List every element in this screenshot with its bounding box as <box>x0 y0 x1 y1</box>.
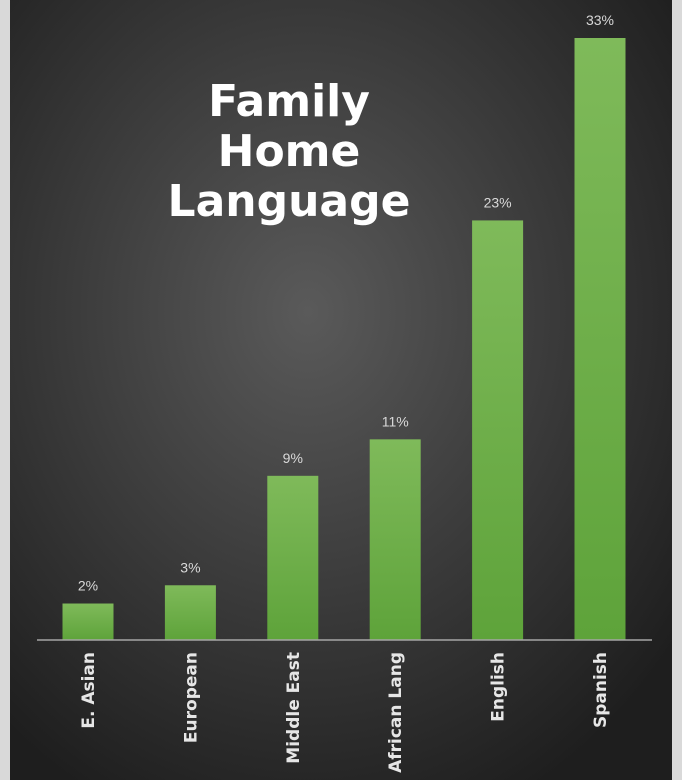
chart-frame: Family Home Language 2% 3% 9% 11% 23% 33% E. … <box>10 0 672 780</box>
bar-african-lang <box>369 439 421 640</box>
bar-spanish <box>574 38 626 640</box>
value-label-middle-east: 9% <box>283 450 303 466</box>
bar-english <box>472 220 524 640</box>
bar-series <box>62 38 626 640</box>
value-label-spanish: 33% <box>586 12 614 28</box>
bar-european <box>164 585 216 640</box>
category-label-english: English <box>489 652 509 722</box>
category-label-spanish: Spanish <box>591 652 611 728</box>
category-label-middle-east: Middle East <box>284 652 304 764</box>
category-labels: E. Asian European Middle East African Lang E… <box>79 652 611 773</box>
chart-background <box>10 0 672 780</box>
bar-e-asian <box>62 603 114 640</box>
value-label-african-lang: 11% <box>382 413 409 429</box>
value-label-european: 3% <box>180 559 200 575</box>
chart-title-line-3: Language <box>168 176 411 227</box>
chart-title: Family Home Language <box>168 76 411 227</box>
value-labels: 2% 3% 9% 11% 23% 33% <box>78 12 614 594</box>
category-label-e-asian: E. Asian <box>79 652 99 729</box>
value-label-english: 23% <box>484 194 512 210</box>
category-label-european: European <box>181 652 201 743</box>
bar-middle-east <box>267 475 319 640</box>
chart-title-line-1: Family <box>208 76 370 127</box>
bar-chart: Family Home Language 2% 3% 9% 11% 23% 33% E. … <box>10 0 672 780</box>
value-label-e-asian: 2% <box>78 578 98 594</box>
chart-title-line-2: Home <box>218 126 361 177</box>
category-label-african-lang: African Lang <box>386 652 406 773</box>
